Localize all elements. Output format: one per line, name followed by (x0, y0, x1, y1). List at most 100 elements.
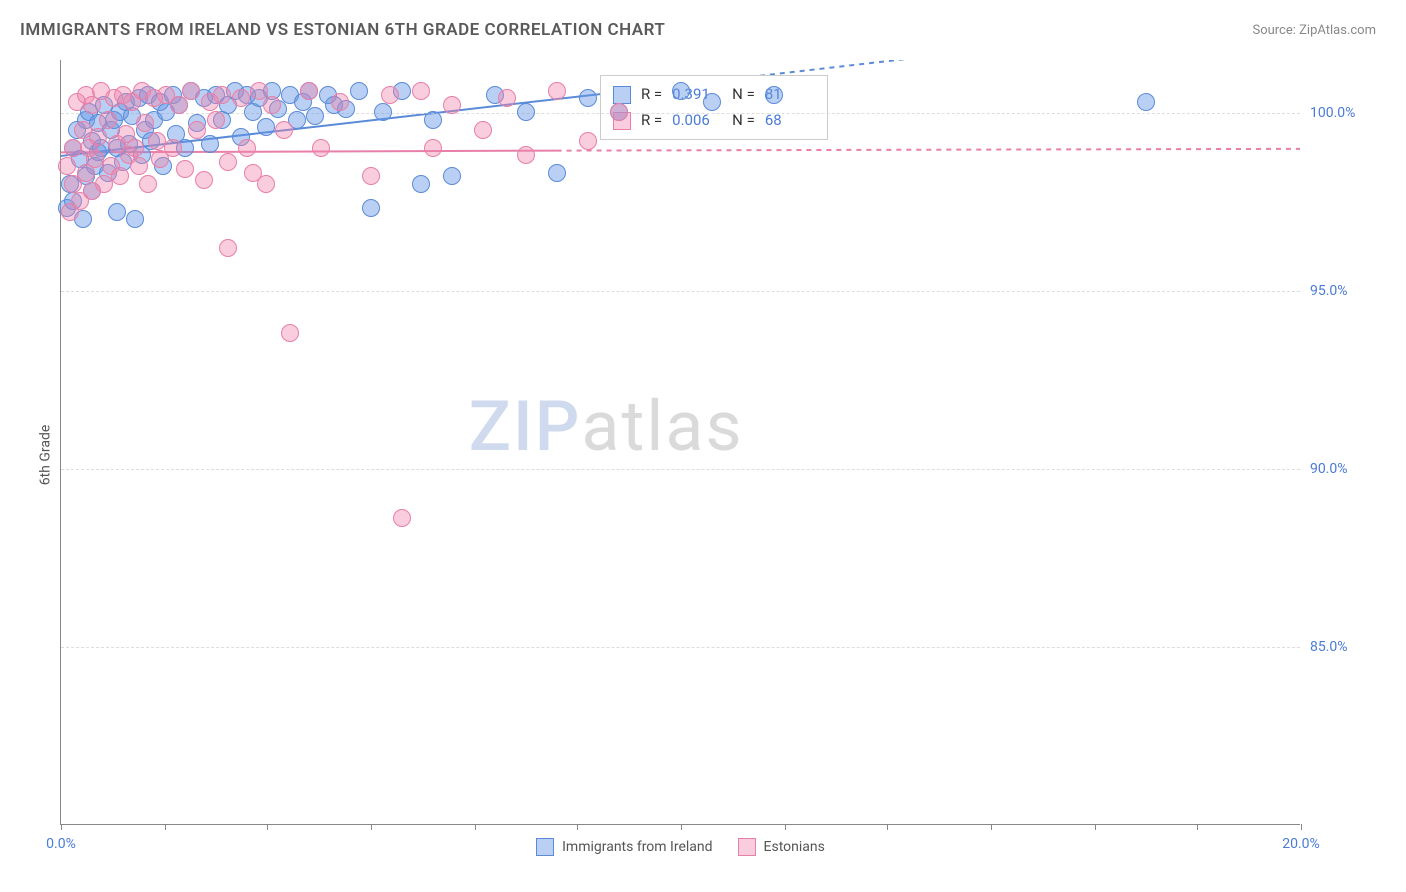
data-point (672, 82, 690, 100)
data-point (517, 146, 535, 164)
data-point (99, 111, 117, 129)
data-point (579, 89, 597, 107)
data-point (548, 82, 566, 100)
chart-title: IMMIGRANTS FROM IRELAND VS ESTONIAN 6TH … (20, 20, 665, 40)
watermark-part2: atlas (581, 386, 743, 468)
data-point (412, 175, 430, 193)
legend-swatch (738, 838, 756, 856)
data-point (610, 103, 628, 121)
stat-n-label: N = (732, 108, 755, 134)
data-point (164, 139, 182, 157)
x-tick-mark (267, 824, 268, 830)
data-point (176, 160, 194, 178)
data-point (126, 210, 144, 228)
x-tick-mark (475, 824, 476, 830)
legend-label: Estonians (764, 839, 825, 855)
data-point (58, 157, 76, 175)
stat-r-label: R = (641, 82, 662, 108)
watermark-part1: ZIP (469, 386, 582, 468)
data-point (548, 164, 566, 182)
x-tick-mark (785, 824, 786, 830)
data-point (312, 139, 330, 157)
data-point (374, 103, 392, 121)
data-point (188, 121, 206, 139)
data-point (275, 121, 293, 139)
data-point (443, 167, 461, 185)
data-point (517, 103, 535, 121)
stats-row: R =0.006N =68 (613, 108, 815, 134)
data-point (257, 175, 275, 193)
data-point (89, 128, 107, 146)
data-point (263, 96, 281, 114)
data-point (281, 324, 299, 342)
x-tick-mark (1095, 824, 1096, 830)
data-point (306, 107, 324, 125)
data-point (703, 93, 721, 111)
legend-label: Immigrants from Ireland (562, 839, 712, 855)
stat-r-label: R = (641, 108, 662, 134)
data-point (257, 118, 275, 136)
data-point (765, 86, 783, 104)
data-point (136, 114, 154, 132)
data-point (195, 171, 213, 189)
stat-n-value: 68 (765, 108, 815, 134)
data-point (219, 239, 237, 257)
data-point (170, 96, 188, 114)
data-point (1137, 93, 1155, 111)
chart-header: IMMIGRANTS FROM IRELAND VS ESTONIAN 6TH … (0, 0, 1406, 50)
data-point (201, 135, 219, 153)
x-tick-mark (371, 824, 372, 830)
gridline (61, 291, 1300, 292)
y-tick-label: 90.0% (1310, 461, 1380, 477)
data-point (238, 139, 256, 157)
y-tick-label: 100.0% (1310, 105, 1380, 121)
data-point (443, 96, 461, 114)
data-point (108, 203, 126, 221)
x-tick-label: 20.0% (1282, 836, 1320, 852)
stat-n-label: N = (732, 82, 755, 108)
data-point (331, 93, 349, 111)
x-tick-mark (1197, 824, 1198, 830)
chart-container: 6th Grade ZIPatlas R =0.391N =81R =0.006… (20, 55, 1386, 855)
data-point (424, 139, 442, 157)
data-point (362, 199, 380, 217)
data-point (182, 82, 200, 100)
x-tick-mark (577, 824, 578, 830)
y-axis-label: 6th Grade (37, 425, 53, 486)
x-tick-mark (1301, 824, 1302, 830)
data-point (300, 82, 318, 100)
data-point (424, 111, 442, 129)
chart-source: Source: ZipAtlas.com (1252, 23, 1376, 38)
y-tick-label: 85.0% (1310, 639, 1380, 655)
data-point (393, 509, 411, 527)
data-point (350, 82, 368, 100)
data-point (111, 167, 129, 185)
bottom-legend: Immigrants from Ireland Estonians (61, 838, 1300, 856)
legend-item: Estonians (738, 838, 825, 856)
data-point (579, 132, 597, 150)
x-tick-mark (165, 824, 166, 830)
x-tick-mark (681, 824, 682, 830)
watermark: ZIPatlas (469, 386, 744, 468)
legend-item: Immigrants from Ireland (536, 838, 712, 856)
x-tick-label: 0.0% (46, 836, 76, 852)
legend-swatch (536, 838, 554, 856)
data-point (139, 175, 157, 193)
data-point (126, 139, 144, 157)
x-tick-mark (61, 824, 62, 830)
gridline (61, 469, 1300, 470)
data-point (412, 82, 430, 100)
data-point (498, 89, 516, 107)
data-point (213, 86, 231, 104)
data-point (219, 153, 237, 171)
x-tick-mark (887, 824, 888, 830)
data-point (232, 89, 250, 107)
plot-area: ZIPatlas R =0.391N =81R =0.006N =68 Immi… (60, 60, 1300, 825)
data-point (362, 167, 380, 185)
gridline (61, 647, 1300, 648)
data-point (130, 157, 148, 175)
x-tick-mark (991, 824, 992, 830)
data-point (474, 121, 492, 139)
series-swatch (613, 86, 631, 104)
y-tick-label: 95.0% (1310, 283, 1380, 299)
